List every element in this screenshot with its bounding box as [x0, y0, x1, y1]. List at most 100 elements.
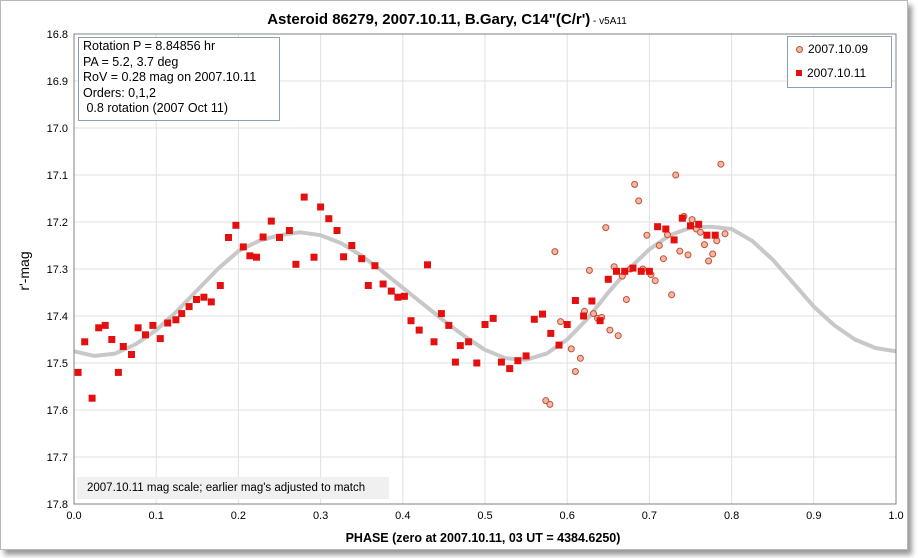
data-point-20071011	[645, 267, 653, 275]
y-tick-label: 17.4	[47, 311, 68, 323]
data-point-20071011	[108, 336, 116, 343]
data-point-20071011	[364, 282, 372, 289]
data-point-20071011	[547, 329, 555, 337]
legend-label-20071009: 2007.10.09	[808, 42, 869, 56]
data-point-20071011	[74, 368, 82, 376]
data-point-20071011	[325, 215, 333, 223]
data-point-20071009	[659, 255, 667, 263]
x-tick-label: 0.0	[66, 510, 81, 522]
chart-title-suffix: - v5A11	[590, 16, 627, 27]
x-tick-label: 0.9	[806, 510, 821, 522]
data-point-20071011	[178, 310, 186, 318]
data-point-20071011	[400, 292, 408, 300]
legend-circle-marker	[796, 45, 803, 53]
data-point-20071009	[696, 228, 704, 236]
data-point-20071011	[193, 296, 200, 303]
data-point-20071011	[506, 365, 514, 373]
data-point-20071011	[310, 253, 318, 261]
data-point-20071009	[631, 180, 639, 188]
data-point-20071011	[613, 267, 620, 275]
data-point-20071011	[149, 321, 157, 329]
data-point-20071011	[456, 342, 464, 350]
data-point-20071009	[622, 296, 630, 303]
data-point-20071011	[604, 275, 612, 283]
x-tick-label: 0.8	[724, 510, 739, 522]
y-tick-label: 17.5	[47, 358, 68, 370]
data-point-20071011	[317, 203, 325, 211]
data-point-20071011	[259, 233, 267, 241]
data-point-20071011	[670, 236, 678, 244]
data-point-20071011	[358, 255, 366, 263]
data-point-20071011	[637, 267, 645, 275]
data-point-20071011	[348, 242, 356, 249]
data-point-20071011	[114, 368, 122, 376]
data-point-20071011	[662, 225, 670, 233]
data-series	[73, 160, 897, 408]
data-point-20071011	[285, 227, 293, 234]
data-point-20071009	[655, 242, 663, 249]
y-tick-label: 17.0	[47, 123, 68, 135]
data-point-20071011	[200, 293, 208, 301]
x-tick-label: 0.5	[477, 510, 492, 522]
data-point-20071011	[465, 338, 473, 346]
data-point-20071011	[142, 331, 149, 339]
data-point-20071011	[445, 321, 453, 329]
data-point-20071011	[232, 221, 240, 229]
data-point-20071009	[651, 277, 659, 285]
data-point-20071011	[407, 317, 415, 325]
x-tick-label: 0.3	[313, 510, 328, 522]
axis-ticks: 0.0 0.1 0.2 0.3 0.4 0.5 0.6 0.7 0.8 0.9 1.0 16.8 16.…	[47, 29, 904, 522]
y-tick-label: 16.8	[47, 29, 68, 41]
x-tick-label: 0.7	[642, 510, 657, 522]
info-line-orders: Orders: 0,1,2	[83, 85, 156, 100]
data-point-20071009	[717, 160, 725, 168]
data-point-20071009	[576, 354, 584, 362]
chart-title-main: Asteroid 86279, 2007.10.11, B.Gary, C14"…	[267, 11, 590, 28]
data-point-20071011	[621, 267, 629, 275]
y-tick-label: 17.3	[47, 264, 68, 276]
data-point-20071009	[676, 247, 684, 255]
data-point-20071011	[588, 297, 596, 305]
data-point-20071009	[551, 248, 559, 256]
data-point-20071011	[119, 343, 127, 350]
data-point-20071011	[292, 260, 300, 268]
data-point-20071011	[225, 234, 232, 241]
data-point-20071011	[514, 357, 522, 365]
data-point-20071011	[424, 261, 431, 269]
data-point-20071011	[88, 394, 96, 402]
data-point-20071011	[711, 231, 719, 239]
info-box: Rotation P = 8.84856 hr PA = 5.2, 3.7 de…	[78, 37, 280, 121]
y-tick-label: 17.8	[47, 499, 68, 511]
data-point-20071011	[276, 234, 283, 241]
data-point-20071011	[522, 352, 530, 360]
legend-item-20071009: 2007.10.09	[796, 42, 868, 56]
x-tick-label: 0.2	[231, 510, 246, 522]
x-tick-label: 0.1	[149, 510, 164, 522]
data-point-20071011	[379, 280, 387, 288]
data-point-20071009	[606, 326, 614, 334]
y-tick-label: 17.1	[47, 170, 68, 182]
data-point-20071011	[128, 351, 135, 358]
data-point-20071011	[81, 338, 89, 346]
data-point-20071009	[701, 241, 708, 249]
data-point-20071009	[684, 251, 692, 259]
info-line-rotation: Rotation P = 8.84856 hr	[83, 39, 216, 53]
legend-item-20071011: 2007.10.11	[796, 66, 866, 80]
data-point-20071011	[216, 282, 224, 289]
data-point-20071009	[635, 197, 643, 205]
data-point-20071009	[585, 266, 593, 274]
info-line-pa: PA = 5.2, 3.7 deg	[83, 54, 179, 69]
data-point-20071011	[580, 312, 588, 320]
x-tick-label: 0.4	[395, 510, 410, 522]
data-point-20071011	[430, 338, 438, 346]
data-point-20071011	[164, 319, 172, 327]
data-point-20071011	[481, 321, 489, 328]
data-point-20071011	[437, 310, 445, 318]
data-point-20071011	[340, 253, 348, 261]
data-point-20071011	[687, 222, 694, 230]
legend-square-marker	[796, 70, 802, 76]
data-point-20071011	[95, 324, 103, 332]
data-point-20071011	[239, 243, 247, 251]
data-point-20071009	[557, 318, 565, 326]
data-point-20071009	[567, 345, 575, 353]
